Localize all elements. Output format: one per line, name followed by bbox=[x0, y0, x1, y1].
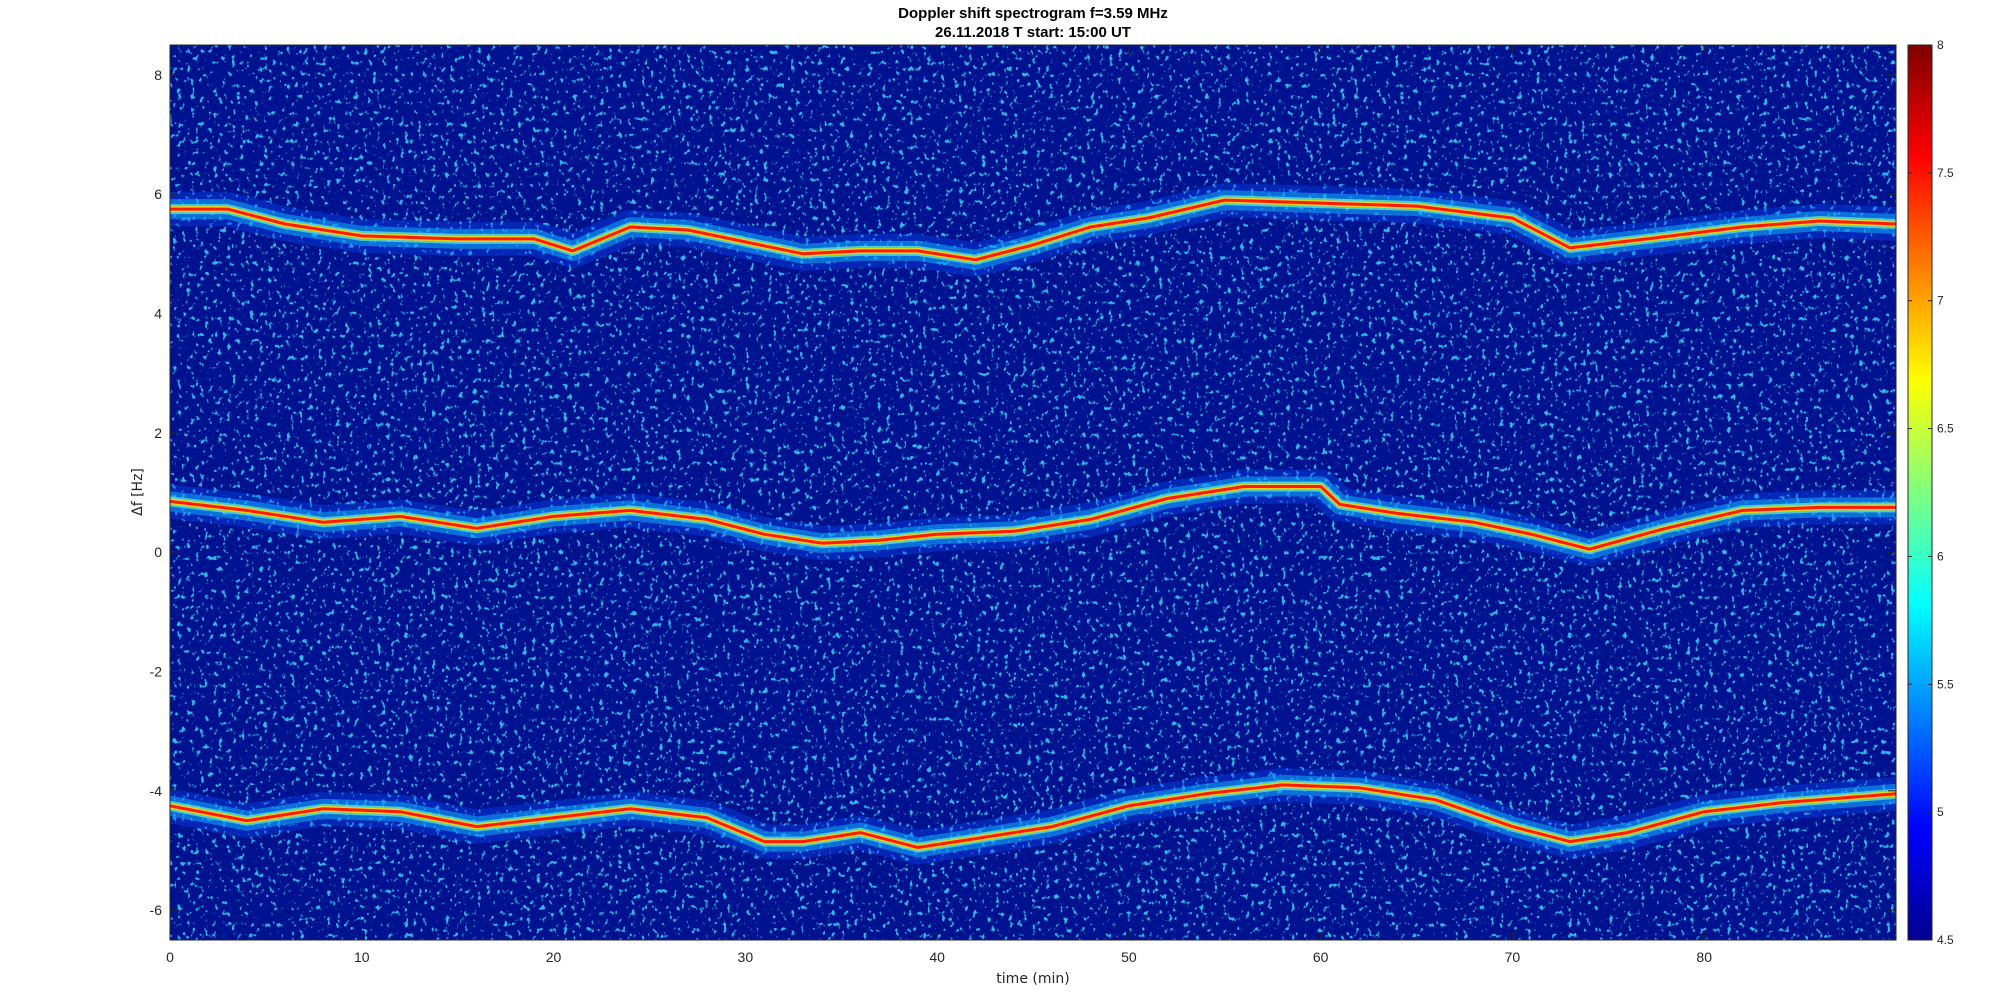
x-tick-label: 70 bbox=[1505, 949, 1521, 965]
colorbar-tick-label: 5.5 bbox=[1937, 677, 1954, 691]
x-tick-label: 60 bbox=[1313, 949, 1329, 965]
y-tick-label: 8 bbox=[154, 67, 162, 83]
y-tick-label: 2 bbox=[154, 425, 162, 441]
plot-area bbox=[169, 44, 1897, 941]
y-axis-label: Δf [Hz] bbox=[130, 468, 146, 516]
colorbar-tick-label: 7 bbox=[1937, 294, 1944, 308]
chart-title: Doppler shift spectrogram f=3.59 MHz bbox=[898, 5, 1168, 22]
series-0-trace-core bbox=[170, 198, 1896, 262]
x-axis-ticks: 0 10 20 30 40 50 60 70 80 bbox=[166, 45, 1712, 965]
colorbar-tick-label: 7.5 bbox=[1937, 166, 1954, 180]
y-tick-label: -6 bbox=[150, 902, 163, 918]
plot-frame bbox=[169, 44, 1897, 941]
colorbar-tick-label: 5 bbox=[1937, 805, 1944, 819]
x-tick-label: 40 bbox=[929, 949, 945, 965]
x-tick-label: 0 bbox=[166, 949, 174, 965]
y-axis-ticks: -6 -4 -2 0 2 4 6 8 bbox=[150, 67, 1896, 918]
colorbar-tick-label: 6 bbox=[1937, 549, 1944, 563]
doppler-traces bbox=[170, 183, 1896, 865]
chart-subtitle: 26.11.2018 T start: 15:00 UT bbox=[935, 24, 1131, 41]
x-tick-label: 20 bbox=[546, 949, 562, 965]
x-tick-label: 30 bbox=[738, 949, 754, 965]
colorbar: 4.5 5 5.5 6 6.5 7 7.5 8 bbox=[1907, 38, 1954, 947]
spectrogram-noise bbox=[170, 45, 1896, 940]
colorbar-ticks: 4.5 5 5.5 6 6.5 7 7.5 8 bbox=[1908, 38, 1954, 947]
series-1-trace-core bbox=[170, 485, 1896, 551]
y-tick-label: 6 bbox=[154, 186, 162, 202]
y-tick-label: -4 bbox=[150, 783, 163, 799]
colorbar-gradient bbox=[1907, 44, 1933, 941]
x-tick-label: 50 bbox=[1121, 949, 1137, 965]
y-tick-label: -2 bbox=[150, 664, 163, 680]
x-axis-label: time (min) bbox=[996, 971, 1069, 987]
x-tick-label: 80 bbox=[1696, 949, 1712, 965]
series-2-trace-core bbox=[170, 783, 1896, 849]
colorbar-tick-label: 4.5 bbox=[1937, 933, 1954, 947]
y-tick-label: 4 bbox=[154, 306, 162, 322]
colorbar-tick-label: 8 bbox=[1937, 38, 1944, 52]
x-tick-label: 10 bbox=[354, 949, 370, 965]
colorbar-tick-label: 6.5 bbox=[1937, 422, 1954, 436]
y-tick-label: 0 bbox=[154, 544, 162, 560]
